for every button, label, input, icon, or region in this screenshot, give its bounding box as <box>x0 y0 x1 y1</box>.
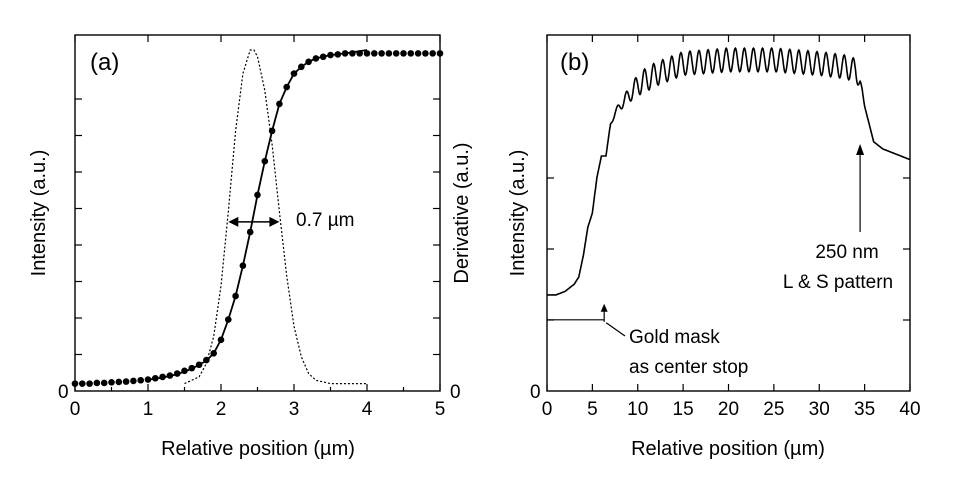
panel-b-gold-mask-leader <box>605 322 626 337</box>
panel-a-label: (a) <box>90 49 119 76</box>
panel-b-intensity-line <box>547 46 911 296</box>
panel-b-x-tick-label: 30 <box>809 399 830 420</box>
panel-a-width-arrowhead-left <box>228 216 239 227</box>
panel-a-data-point <box>122 378 130 385</box>
panel-a-data-point <box>130 377 137 385</box>
panel-b-x-axis-title: Relative position (µm) <box>631 438 825 460</box>
panel-b-x-tick-label: 25 <box>763 399 784 420</box>
panel-a-y-tick-left: 0 <box>58 382 69 403</box>
panel-a-data-point <box>385 50 393 57</box>
panel-b-gold-mask-line1: Gold mask <box>629 327 720 348</box>
panel-b-ls-arrowhead <box>856 144 865 155</box>
panel-a-data-point <box>392 50 400 57</box>
panel-b-x-tick-label: 0 <box>542 399 553 420</box>
panel-b-gold-mask-arrowhead <box>600 303 608 312</box>
panel-a-data-point <box>363 50 371 57</box>
panel-a-marks <box>71 49 444 387</box>
panel-b-frame <box>546 34 911 392</box>
panel-a-x-tick-label: 1 <box>143 399 154 420</box>
panel-a-frame <box>74 34 441 392</box>
panel-a-y-axis-title-right: Derivative (a.u.) <box>451 142 473 283</box>
panel-a: 0 1 2 3 4 5 (a) 0 0 Relative position (µm) In… <box>28 34 473 460</box>
panel-b-x-tick-label: 5 <box>587 399 598 420</box>
panel-a-derivative-line <box>184 49 367 385</box>
panel-b: 0 5 10 15 20 25 30 35 40 (b) 0 Relative position… <box>507 34 921 460</box>
panel-b-label: (b) <box>560 49 589 76</box>
panel-b-y-axis-title: Intensity (a.u.) <box>507 150 529 277</box>
panel-a-data-point <box>407 50 415 57</box>
panel-a-data-point <box>86 380 93 387</box>
panel-a-x-tick-label: 4 <box>362 399 373 420</box>
panel-a-data-point <box>100 379 108 387</box>
panel-b-ls-pattern-line2: L & S pattern <box>783 272 893 293</box>
panel-a-data-point <box>429 50 437 57</box>
panel-b-x-tick-label: 20 <box>718 399 739 420</box>
panel-a-fit-line <box>147 49 368 381</box>
panel-a-x-axis-title: Relative position (µm) <box>161 438 355 460</box>
panel-a-data-point <box>71 380 79 387</box>
panel-a-x-tick-label: 0 <box>70 399 81 420</box>
panel-a-data-point <box>137 376 144 384</box>
panel-a-y-tick-right: 0 <box>450 382 461 403</box>
panel-b-x-ticks: 0 5 10 15 20 25 30 35 40 <box>542 35 921 420</box>
panel-a-data-point <box>93 379 101 387</box>
panel-a-data-point <box>378 50 385 57</box>
panel-a-data-point <box>108 378 115 386</box>
panel-a-x-tick-label: 3 <box>289 399 300 420</box>
panel-a-data-point <box>79 380 86 387</box>
panel-a-data-point <box>400 50 407 57</box>
panel-a-x-tick-label: 5 <box>435 399 446 420</box>
panel-a-y-axis-title-left: Intensity (a.u.) <box>28 150 50 277</box>
panel-a-data-point <box>371 50 378 57</box>
panel-a-x-tick-label: 2 <box>216 399 227 420</box>
panel-b-gold-mask-line2: as center stop <box>629 357 748 378</box>
panel-b-x-tick-label: 40 <box>899 399 920 420</box>
panel-b-marks <box>547 46 911 337</box>
panel-b-x-tick-label: 35 <box>854 399 875 420</box>
panel-a-width-arrowhead-right <box>269 216 280 227</box>
panel-a-data-point <box>422 50 429 57</box>
panel-a-x-ticks: 0 1 2 3 4 5 <box>70 35 446 420</box>
panel-a-data-point <box>115 378 123 386</box>
panel-b-x-tick-label: 15 <box>673 399 694 420</box>
panel-a-data-point <box>436 50 444 57</box>
panel-b-y-tick: 0 <box>530 382 541 403</box>
panel-b-x-tick-label: 10 <box>627 399 648 420</box>
panel-b-ls-pattern-line1: 250 nm <box>815 242 878 263</box>
panel-a-width-annotation: 0.7 µm <box>296 210 354 231</box>
panel-a-data-point <box>414 50 422 57</box>
